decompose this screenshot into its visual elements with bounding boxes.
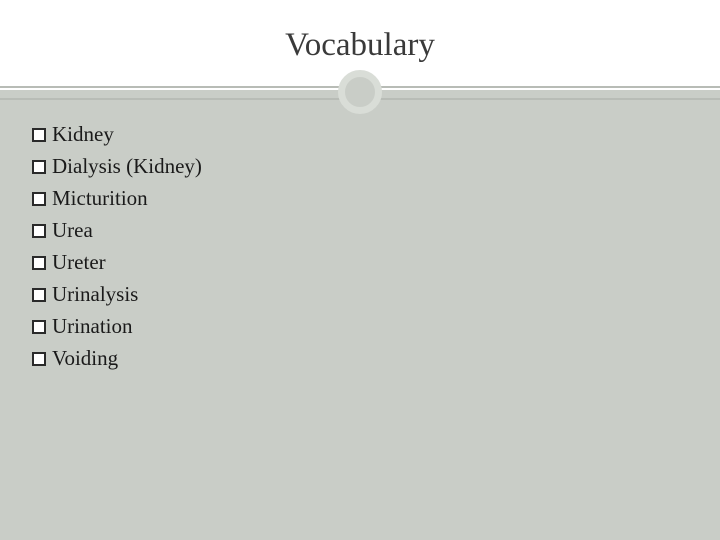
square-bullet-icon	[32, 192, 46, 206]
list-item: Voiding	[32, 346, 688, 371]
list-item: Urinalysis	[32, 282, 688, 307]
square-bullet-icon	[32, 256, 46, 270]
item-label: Urinalysis	[52, 282, 138, 307]
square-bullet-icon	[32, 352, 46, 366]
page-title: Vocabulary	[285, 27, 435, 64]
decorative-circle-icon	[338, 70, 382, 114]
item-label: Voiding	[52, 346, 118, 371]
list-item: Urination	[32, 314, 688, 339]
list-item: Micturition	[32, 186, 688, 211]
square-bullet-icon	[32, 160, 46, 174]
item-label: Kidney	[52, 122, 114, 147]
list-item: Ureter	[32, 250, 688, 275]
item-label: Ureter	[52, 250, 106, 275]
item-label: Dialysis (Kidney)	[52, 154, 202, 179]
item-label: Micturition	[52, 186, 148, 211]
square-bullet-icon	[32, 224, 46, 238]
item-label: Urea	[52, 218, 93, 243]
list-item: Dialysis (Kidney)	[32, 154, 688, 179]
square-bullet-icon	[32, 320, 46, 334]
item-label: Urination	[52, 314, 132, 339]
list-item: Urea	[32, 218, 688, 243]
vocabulary-list: Kidney Dialysis (Kidney) Micturition Ure…	[32, 122, 688, 378]
square-bullet-icon	[32, 288, 46, 302]
square-bullet-icon	[32, 128, 46, 142]
list-item: Kidney	[32, 122, 688, 147]
